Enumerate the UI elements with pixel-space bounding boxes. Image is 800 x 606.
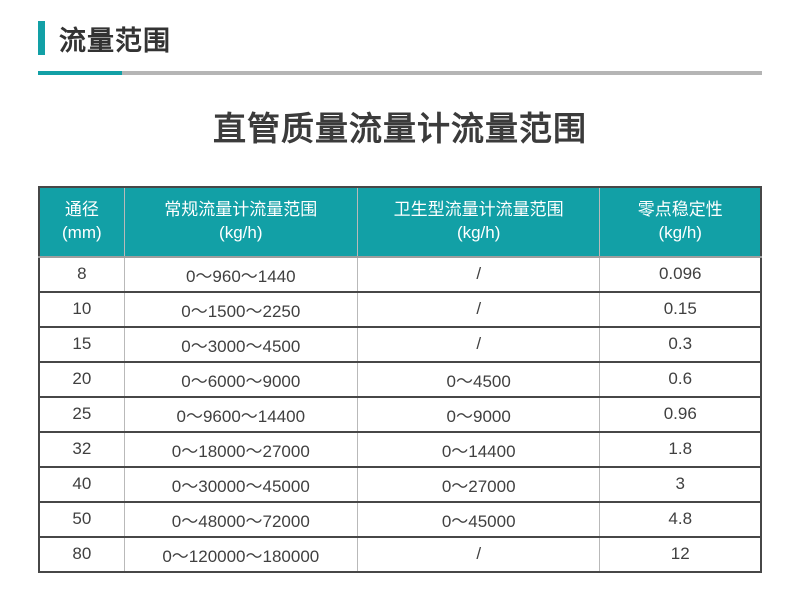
column-header-unit: (kg/h) <box>658 222 702 242</box>
table-cell: 25 <box>38 395 125 432</box>
table-row: 8 0～960～1440/0.096 <box>38 256 762 292</box>
column-header-title: 常规流量计流量范围 <box>164 200 318 219</box>
table-row: 80 0～120000～180000/12 <box>38 535 762 572</box>
table-row: 10 0～1500～2250/0.15 <box>38 290 762 327</box>
table-body: 8 0～960～1440/0.096 10 0～1500～2250/0.15 15 0～3… <box>38 256 762 572</box>
table-cell: 20 <box>38 360 125 397</box>
column-header-title: 零点稳定性 <box>637 200 723 219</box>
table-cell: 0～30000～45000 <box>123 465 358 502</box>
table-title: 直管质量流量计流量范围 <box>213 110 587 147</box>
table-cell: 50 <box>38 500 125 537</box>
table-cell: 0.096 <box>599 256 762 292</box>
table-cell: 1.8 <box>599 430 762 467</box>
table-cell: 0～120000～180000 <box>123 535 358 572</box>
table-cell: 12 <box>599 535 762 572</box>
table-cell: 8 <box>38 256 125 292</box>
table-header-row: 通径 (mm) 常规流量计流量范围 (kg/h) 卫生型流量计流量范围 (kg/h) 零点稳… <box>38 187 762 258</box>
table-cell: 4.8 <box>599 500 762 537</box>
section-divider <box>38 71 762 75</box>
column-header-unit: (kg/h) <box>219 222 263 242</box>
table-cell: 0～3000～4500 <box>123 325 358 362</box>
column-header-unit: (kg/h) <box>456 222 501 242</box>
table-row: 32 0～18000～27000 0～14400 1.8 <box>38 430 762 467</box>
table-head: 通径 (mm) 常规流量计流量范围 (kg/h) 卫生型流量计流量范围 (kg/h) 零点稳… <box>38 187 762 258</box>
column-header-title: 卫生型流量计流量范围 <box>393 200 564 219</box>
flow-range-table: 通径 (mm) 常规流量计流量范围 (kg/h) 卫生型流量计流量范围 (kg/h) 零点稳… <box>38 186 762 573</box>
table-cell: 80 <box>38 535 125 572</box>
table-cell: 10 <box>38 290 125 327</box>
table-cell: 0～27000 <box>356 465 601 502</box>
table-cell: / <box>356 535 601 572</box>
column-header-title: 通径 <box>64 200 99 219</box>
table-row: 50 0～48000～72000 0～45000 4.8 <box>38 500 762 537</box>
column-header: 零点稳定性 (kg/h) <box>599 187 762 258</box>
column-header: 常规流量计流量范围 (kg/h) <box>123 187 358 258</box>
table-row: 40 0～30000～45000 0～27000 3 <box>38 465 762 502</box>
table-row: 25 0～9600～14400 0～9000 0.96 <box>38 395 762 432</box>
table-cell: 0～14400 <box>356 430 601 467</box>
column-header: 通径 (mm) <box>38 187 125 258</box>
table-cell: 15 <box>38 325 125 362</box>
table-cell: 0～6000～9000 <box>123 360 358 397</box>
table-cell: 0.6 <box>599 360 762 397</box>
divider-accent-segment <box>38 71 122 75</box>
table-cell: 0～48000～72000 <box>123 500 358 537</box>
table-cell: 32 <box>38 430 125 467</box>
section-title: 流量范围 <box>59 25 171 56</box>
table-cell: 0～9000 <box>356 395 601 432</box>
section-header: 流量范围 <box>38 20 762 56</box>
table-cell: 0.96 <box>599 395 762 432</box>
table-cell: / <box>356 290 601 327</box>
table-cell: 0～45000 <box>356 500 601 537</box>
divider-gray-segment <box>122 71 762 75</box>
table-cell: / <box>356 256 601 292</box>
table-cell: 0.3 <box>599 325 762 362</box>
page: 流量范围 直管质量流量计流量范围 通径 (mm) 常规流量计流量范围 (kg/h) 卫生… <box>38 20 762 573</box>
table-cell: 3 <box>599 465 762 502</box>
accent-bar <box>38 21 45 55</box>
column-header: 卫生型流量计流量范围 (kg/h) <box>356 187 601 258</box>
table-cell: 0～18000～27000 <box>123 430 358 467</box>
table-cell: 0～9600～14400 <box>123 395 358 432</box>
column-header-unit: (mm) <box>62 222 102 242</box>
table-cell: 0～4500 <box>356 360 601 397</box>
table-cell: 0.15 <box>599 290 762 327</box>
table-cell: 0～960～1440 <box>123 256 358 292</box>
table-cell: 40 <box>38 465 125 502</box>
table-cell: 0～1500～2250 <box>123 290 358 327</box>
table-row: 15 0～3000～4500/0.3 <box>38 325 762 362</box>
table-cell: / <box>356 325 601 362</box>
table-row: 20 0～6000～9000 0～4500 0.6 <box>38 360 762 397</box>
